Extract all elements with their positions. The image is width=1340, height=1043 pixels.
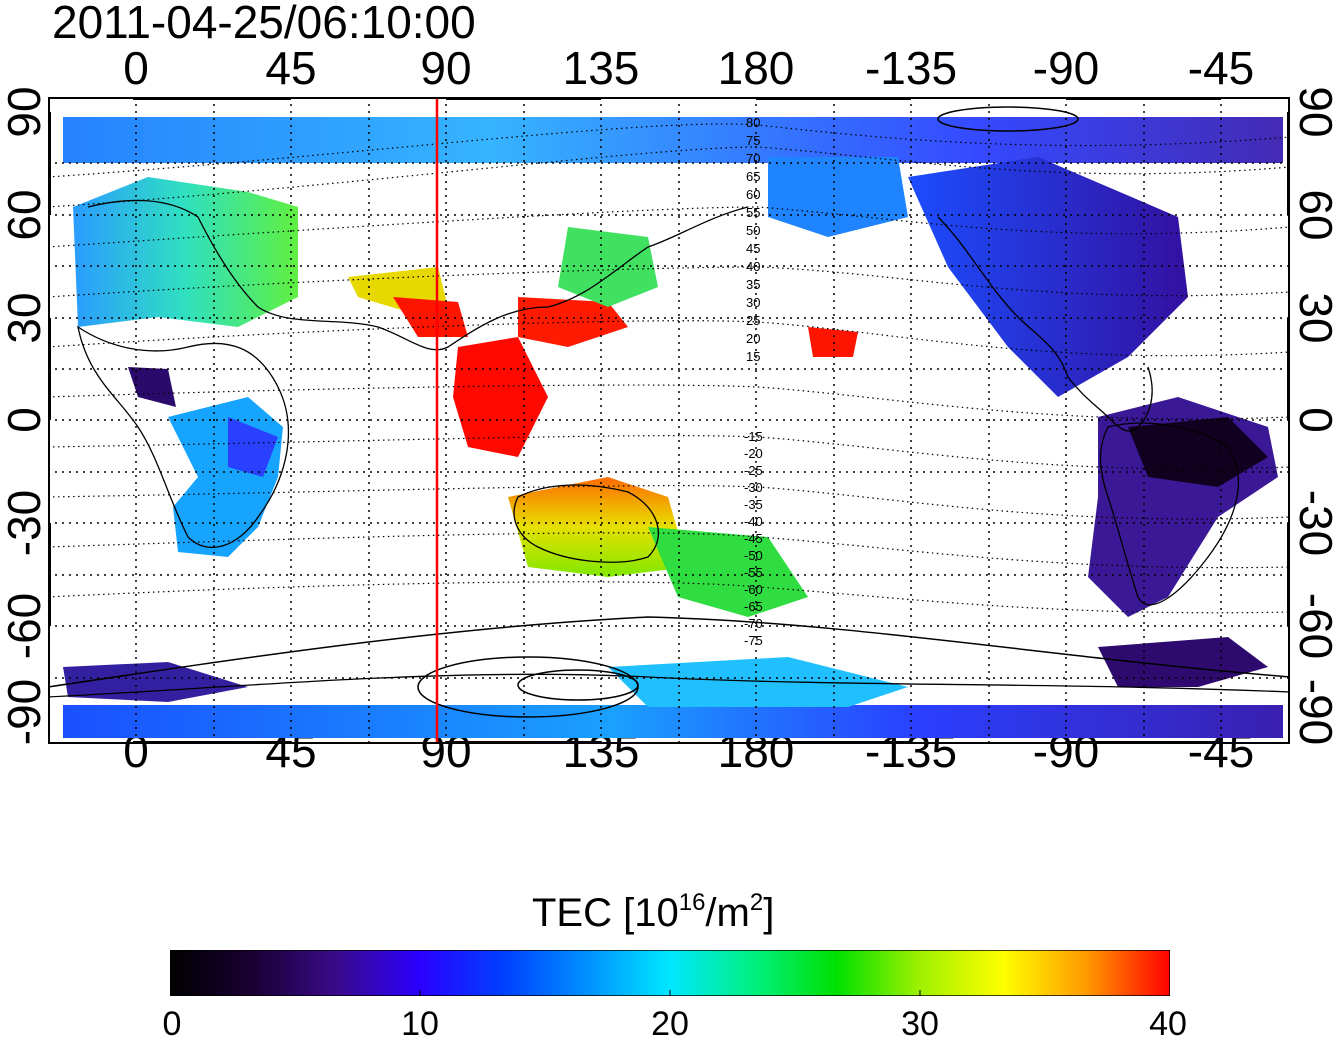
right-latitude-tick: 60	[1290, 189, 1340, 241]
contour-label: 15	[746, 349, 760, 364]
coastlines	[48, 199, 1290, 698]
contour-label: 75	[746, 133, 760, 148]
left-latitude-tick: 90	[0, 86, 50, 138]
colorbar-title-unit-exponent: 2	[749, 889, 764, 916]
contour-label: -75	[744, 633, 763, 648]
contour-label: 30	[746, 295, 760, 310]
colorbar-title: TEC [1016/m2]	[532, 890, 774, 936]
right-latitude-tick: -30	[1290, 489, 1340, 557]
top-longitude-tick: -90	[1032, 42, 1100, 94]
top-longitude-tick: 0	[123, 42, 149, 94]
contour-label: 55	[746, 205, 760, 220]
left-latitude-tick: 0	[0, 407, 50, 433]
contour-label: -65	[744, 599, 763, 614]
top-longitude-tick: 45	[265, 42, 317, 94]
tec-colorbar	[170, 950, 1170, 996]
top-longitude-tick: -45	[1187, 42, 1255, 94]
contour-label: 65	[746, 169, 760, 184]
colorbar-tick: 10	[401, 1005, 439, 1043]
left-latitude-tick: -90	[0, 678, 50, 746]
contour-label: -30	[744, 480, 763, 495]
right-latitude-tick: 30	[1290, 292, 1340, 344]
contour-label: -40	[744, 514, 763, 529]
contour-label: -70	[744, 616, 763, 631]
contour-label: 45	[746, 241, 760, 256]
magnetic-latitude-contours	[48, 123, 1290, 614]
contour-label: -15	[744, 429, 763, 444]
contour-label: 70	[746, 151, 760, 166]
left-latitude-tick: 30	[0, 292, 50, 344]
right-latitude-tick: -90	[1290, 678, 1340, 746]
contour-label: 60	[746, 187, 760, 202]
contour-label: -20	[744, 446, 763, 461]
colorbar-title-prefix: TEC [10	[532, 891, 679, 935]
contour-label: 20	[746, 331, 760, 346]
left-latitude-tick: -60	[0, 592, 50, 660]
right-latitude-tick: 90	[1290, 86, 1340, 138]
colorbar-tick: 0	[162, 1005, 182, 1043]
tec-coverage	[63, 117, 1283, 738]
contour-label: -60	[744, 582, 763, 597]
top-longitude-tick: 180	[717, 42, 795, 94]
contour-label: 25	[746, 313, 760, 328]
right-latitude-tick: 0	[1290, 407, 1340, 433]
tec-map: 80 75 70 65 60 55 50 45 40 35 30 25 20 15 -15 -20 -25 -30…	[48, 97, 1290, 744]
map-timestamp: 2011-04-25/06:10:00	[52, 0, 476, 48]
top-longitude-tick: -135	[864, 42, 958, 94]
solid-contours	[48, 106, 1290, 718]
colorbar-tick: 40	[1149, 1005, 1187, 1043]
colorbar-title-unit: /m	[705, 891, 750, 935]
contour-label: 50	[746, 223, 760, 238]
map-graticule	[48, 97, 1290, 744]
left-latitude-tick: -30	[0, 489, 50, 557]
contour-label: -35	[744, 497, 763, 512]
contour-label: -25	[744, 463, 763, 478]
contour-label: -55	[744, 565, 763, 580]
contour-label: 80	[746, 115, 760, 130]
colorbar-title-exponent: 16	[678, 889, 706, 916]
colorbar-tick: 30	[901, 1005, 939, 1043]
right-latitude-tick: -60	[1290, 592, 1340, 660]
contour-label: 35	[746, 277, 760, 292]
colorbar-title-end: ]	[763, 891, 775, 935]
contour-label: 40	[746, 259, 760, 274]
top-longitude-tick: 135	[562, 42, 640, 94]
colorbar-tick: 20	[651, 1005, 689, 1043]
left-latitude-tick: 60	[0, 189, 50, 241]
top-longitude-tick: 90	[420, 42, 472, 94]
contour-label: -45	[744, 531, 763, 546]
contour-label: -50	[744, 548, 763, 563]
